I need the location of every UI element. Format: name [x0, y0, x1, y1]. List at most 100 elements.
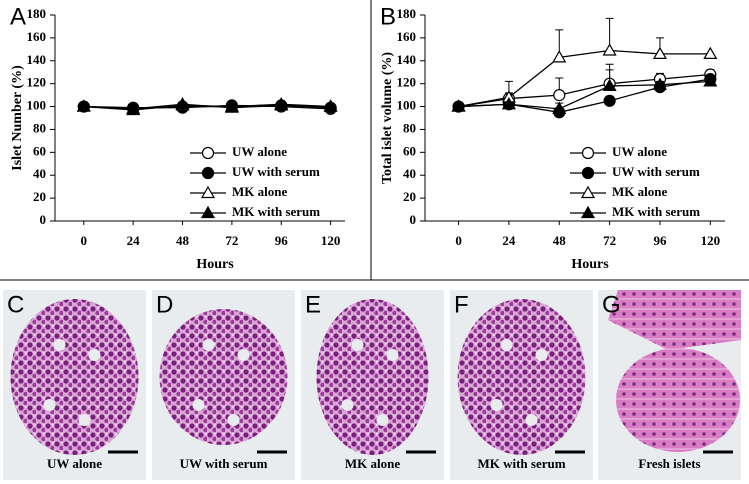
data-point	[224, 100, 239, 113]
x-tick-label: 0	[81, 233, 88, 248]
y-tick-label: 120	[397, 75, 417, 90]
y-tick-label: 40	[33, 166, 46, 181]
gap	[227, 414, 240, 426]
series-line	[83, 103, 331, 110]
x-tick-label: 0	[455, 233, 462, 248]
image-panel: G Fresh islets	[598, 290, 741, 480]
image-panel: C UW alone	[3, 290, 146, 480]
legend-marker	[201, 166, 215, 180]
y-tick-label: 100	[27, 98, 47, 113]
data-point	[552, 101, 567, 114]
y-tick-label: 160	[397, 29, 417, 44]
y-tick-label: 60	[33, 143, 46, 158]
panel-label: A	[10, 3, 26, 30]
gap	[43, 399, 56, 411]
gap	[202, 339, 215, 351]
gap	[525, 414, 538, 426]
image-panel: F MK with serum	[450, 290, 593, 480]
panel-label: C	[7, 291, 24, 318]
legend-marker	[200, 205, 216, 219]
data-point	[652, 46, 667, 60]
data-point	[703, 74, 718, 87]
legend-label: UW with serum	[612, 164, 700, 179]
y-axis-label: Total islet volume (%)	[380, 52, 395, 184]
legend-label: UW alone	[232, 144, 287, 159]
panel-caption: MK alone	[345, 456, 400, 471]
x-tick-label: 72	[603, 233, 616, 248]
islet	[316, 299, 429, 455]
gap	[490, 399, 503, 411]
legend-label: MK alone	[612, 184, 667, 199]
y-tick-label: 180	[397, 6, 417, 21]
gap	[386, 349, 399, 361]
x-axis-label: Hours	[571, 257, 609, 272]
data-point	[602, 43, 617, 56]
legend-marker	[581, 166, 595, 180]
y-tick-label: 20	[33, 189, 46, 204]
y-tick-label: 80	[403, 120, 416, 135]
x-tick-label: 48	[176, 233, 190, 248]
series-line	[458, 80, 711, 110]
data-point	[126, 101, 141, 114]
data-point	[501, 97, 516, 110]
legend-marker	[580, 185, 596, 199]
data-point	[323, 99, 338, 112]
gap	[500, 339, 513, 351]
y-tick-label: 60	[403, 143, 416, 158]
data-point	[274, 98, 289, 111]
x-tick-label: 72	[225, 233, 238, 248]
series-line	[458, 73, 711, 108]
gap	[192, 399, 205, 411]
panel-label: D	[156, 291, 173, 318]
data-point	[175, 97, 190, 110]
image-panel: E MK alone	[301, 290, 444, 480]
y-tick-label: 120	[27, 75, 47, 90]
legend-label: UW alone	[612, 144, 667, 159]
x-tick-label: 24	[502, 233, 516, 248]
gap	[78, 414, 91, 426]
panel-label: B	[380, 3, 396, 30]
y-tick-label: 140	[27, 52, 47, 67]
data-point	[553, 89, 566, 102]
x-tick-label: 96	[653, 233, 667, 248]
islet	[616, 348, 740, 452]
islet	[608, 290, 741, 350]
gap	[88, 349, 101, 361]
legend-marker	[581, 146, 595, 160]
legend-marker	[200, 185, 216, 199]
legend-label: MK alone	[232, 184, 287, 199]
x-tick-label: 120	[701, 233, 721, 248]
x-tick-label: 120	[321, 233, 341, 248]
gap	[237, 349, 250, 361]
y-tick-label: 40	[403, 166, 416, 181]
islet	[10, 299, 139, 455]
legend-marker	[201, 146, 215, 160]
series-line	[458, 49, 711, 108]
panel-caption: MK with serum	[477, 456, 565, 471]
legend-label: UW with serum	[232, 164, 320, 179]
legend-label: MK with serum	[612, 204, 700, 219]
gap	[351, 339, 364, 351]
panel-label: F	[454, 291, 469, 318]
data-point	[552, 50, 567, 63]
panel-label: G	[602, 291, 621, 318]
y-tick-label: 140	[397, 52, 417, 67]
data-point	[76, 99, 91, 112]
y-tick-label: 100	[397, 98, 417, 113]
gap	[376, 414, 389, 426]
gap	[535, 349, 548, 361]
panel-caption: UW with serum	[180, 456, 268, 471]
panel-caption: UW alone	[47, 456, 102, 471]
x-tick-label: 96	[275, 233, 289, 248]
x-axis-label: Hours	[196, 257, 234, 272]
y-axis-label: Islet Number (%)	[10, 65, 25, 171]
x-tick-label: 24	[127, 233, 141, 248]
image-panel: D UW with serum	[152, 290, 295, 480]
data-point	[602, 78, 617, 92]
data-point	[451, 99, 466, 112]
legend-marker	[580, 205, 596, 219]
panel-label: E	[305, 291, 321, 318]
data-point	[603, 94, 616, 107]
islet	[159, 309, 288, 445]
data-point	[652, 77, 667, 90]
